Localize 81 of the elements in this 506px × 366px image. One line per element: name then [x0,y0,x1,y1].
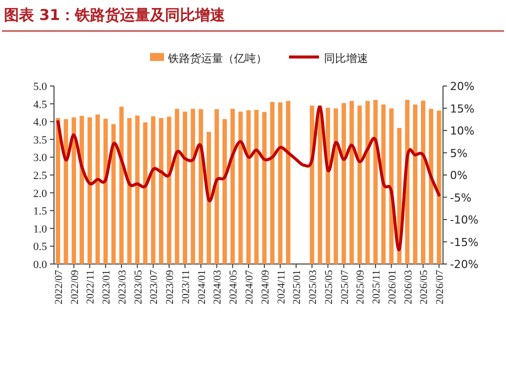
x-tick-label: 2023/05 [133,270,144,304]
bar [198,109,204,264]
bar [127,118,132,264]
y-tick-label: 4.5 [33,98,48,111]
y-tick-label: 5.0 [33,81,48,93]
x-tick-label: 2025/07 [340,270,351,304]
y2-tick-label: 0% [450,169,468,182]
bar [270,102,274,264]
bar [365,100,370,264]
bar [230,108,235,264]
y2-tick-label: 15% [450,102,474,116]
y-tick-label: 4.0 [33,116,48,129]
line-series [56,105,441,251]
bar [278,102,282,264]
bar [222,119,227,264]
x-tick-label: 2023/07 [149,270,160,304]
x-tick-label: 2025/01 [292,270,304,304]
x-tick-label: 2024/05 [228,270,240,304]
bar [206,132,211,264]
y2-tick-label: 10% [450,124,474,138]
x-tick-label: 2024/09 [260,270,272,304]
bar [413,104,418,264]
bar [357,106,362,264]
bar [428,108,434,264]
bar [151,116,156,264]
y-tick-label: 2.0 [33,188,48,200]
legend-label: 同比增速 [324,52,368,65]
bar [72,117,76,264]
y-tick-label: 2.5 [33,170,48,182]
bar [342,103,346,264]
legend-label: 铁路货运量（亿吨） [167,52,267,65]
y-tick-label: 1.0 [33,223,48,236]
bar [334,108,338,264]
x-tick-label: 2022/09 [70,270,81,304]
bar [190,108,196,264]
bar [158,118,164,264]
bar [95,114,100,264]
x-tick-label: 2026/03 [403,270,414,304]
y2-tick-label: 5% [450,146,468,160]
x-tick-label: 2026/07 [435,270,446,304]
x-tick-label: 2024/07 [244,270,256,304]
x-tick-label: 2025/03 [308,270,320,304]
bar [143,122,148,264]
x-tick-label: 2026/01 [387,270,398,304]
bar [389,108,394,264]
x-tick-label: 2023/11 [180,270,192,304]
x-tick-label: 2023/01 [102,270,113,304]
y2-tick-label: 20% [450,80,474,93]
bar [286,100,290,264]
y-tick-label: 3.5 [33,134,48,146]
x-tick-label: 2024/01 [196,270,208,304]
x-tick-label: 2022/11 [86,270,97,304]
x-tick-label: 2023/09 [165,270,176,304]
bar [262,112,267,264]
y2-tick-label: -5% [450,191,472,204]
y-tick-label: 0.0 [33,259,48,271]
x-tick-label: 2025/09 [356,270,367,304]
x-tick-label: 2022/07 [54,270,65,304]
x-tick-label: 2024/03 [212,270,224,304]
bar [80,116,84,264]
bar [420,100,426,264]
bar [64,119,68,264]
x-tick-label: 2024/11 [276,270,288,304]
x-tick-label: 2025/05 [324,270,335,304]
bar [103,118,108,264]
bar [350,100,354,264]
x-tick-label: 2023/03 [117,270,128,304]
bar [88,117,92,264]
bar [166,116,172,264]
y-tick-label: 1.5 [33,206,48,218]
bar [326,108,330,264]
y2-tick-label: -15% [450,236,478,249]
bar [214,109,219,264]
x-tick-label: 2025/11 [372,270,383,304]
y2-tick-label: -10% [450,214,478,226]
bar [135,116,140,264]
x-tick-label: 2026/05 [419,270,430,304]
chart-title: 图表 31：铁路货运量及同比增速 [4,6,226,24]
y-tick-label: 0.5 [33,241,48,254]
y-tick-label: 3.0 [33,152,48,164]
y2-tick-label: -20% [450,258,478,271]
